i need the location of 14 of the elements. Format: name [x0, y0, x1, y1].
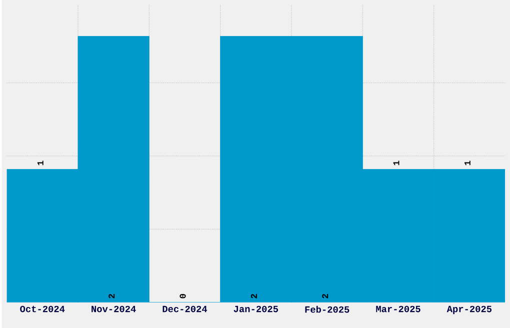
x-tick-label: Dec-2024	[162, 306, 208, 312]
data-label: 1	[464, 160, 470, 166]
x-tick-label: Nov-2024	[92, 306, 136, 312]
x-tick-label: Mar-2025	[376, 306, 420, 312]
data-label: 2	[250, 294, 257, 298]
x-tick-label: Apr-2025	[446, 306, 492, 314]
data-label: 1	[37, 160, 44, 166]
x-tick-label: Feb-2025	[305, 306, 350, 313]
data-label: 2	[322, 294, 328, 298]
data-label: 2	[108, 294, 115, 298]
x-tick-label: Jan-2025	[234, 306, 278, 312]
data-label: 0	[180, 294, 186, 298]
data-label: 1	[393, 160, 400, 166]
x-tick-label: Oct-2024	[20, 306, 65, 312]
